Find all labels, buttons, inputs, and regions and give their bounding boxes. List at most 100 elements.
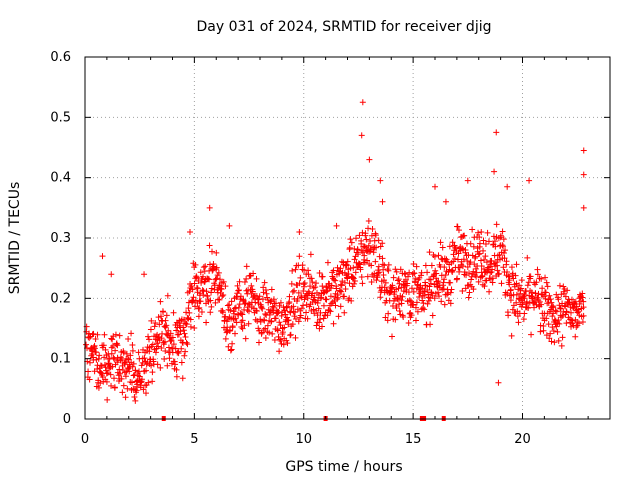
- data-point: [241, 322, 248, 329]
- data-point: [488, 257, 495, 264]
- data-point: [575, 320, 582, 327]
- data-point: [197, 269, 204, 276]
- data-point: [275, 308, 282, 315]
- data-point: [224, 302, 231, 309]
- data-point: [429, 312, 436, 319]
- data-point: [108, 350, 115, 357]
- data-point: [257, 316, 264, 323]
- data-point: [132, 397, 139, 404]
- data-point: [579, 318, 586, 325]
- data-point: [130, 360, 137, 367]
- data-point: [567, 309, 574, 316]
- data-point: [187, 323, 194, 330]
- data-point: [297, 274, 304, 281]
- data-point: [262, 286, 269, 293]
- data-point: [560, 283, 567, 290]
- data-point: [269, 330, 276, 337]
- data-point: [572, 333, 579, 340]
- data-point: [305, 288, 312, 295]
- data-point: [146, 336, 153, 343]
- data-point: [359, 280, 366, 287]
- data-point: [557, 305, 564, 312]
- data-point: [556, 320, 563, 327]
- data-point: [219, 293, 226, 300]
- data-point: [412, 304, 419, 311]
- data-point: [317, 316, 324, 323]
- data-point: [234, 282, 241, 289]
- data-point: [234, 290, 241, 297]
- data-point: [312, 284, 319, 291]
- data-point: [129, 363, 136, 370]
- data-point: [208, 285, 215, 292]
- data-point: [461, 269, 468, 276]
- data-point: [191, 324, 198, 331]
- data-point: [305, 271, 312, 278]
- data-point: [169, 334, 176, 341]
- data-point: [282, 311, 289, 318]
- data-point: [443, 256, 450, 263]
- data-point: [83, 341, 90, 348]
- data-point: [199, 287, 206, 294]
- data-point: [493, 129, 500, 136]
- data-point: [475, 229, 482, 236]
- data-point: [268, 297, 275, 304]
- data-point: [303, 309, 310, 316]
- data-point: [496, 270, 503, 277]
- data-point: [385, 261, 392, 268]
- data-point: [542, 289, 549, 296]
- data-point: [129, 347, 136, 354]
- data-point: [504, 183, 511, 190]
- data-point: [263, 290, 270, 297]
- data-point: [283, 304, 290, 311]
- data-point: [547, 330, 554, 337]
- data-point: [468, 276, 475, 283]
- data-point: [267, 298, 274, 305]
- data-point: [289, 267, 296, 274]
- data-point: [552, 307, 559, 314]
- data-point: [500, 264, 507, 271]
- data-point: [127, 352, 134, 359]
- data-point: [377, 294, 384, 301]
- data-point: [310, 306, 317, 313]
- data-point: [527, 273, 534, 280]
- data-point: [112, 347, 119, 354]
- data-point: [277, 337, 284, 344]
- data-point: [550, 304, 557, 311]
- data-point: [128, 330, 135, 337]
- data-point: [540, 327, 547, 334]
- data-point: [317, 309, 324, 316]
- data-point: [307, 283, 314, 290]
- data-point: [114, 342, 121, 349]
- data-point: [562, 293, 569, 300]
- data-point: [215, 269, 222, 276]
- data-point: [508, 264, 515, 271]
- data-point: [323, 296, 330, 303]
- data-point: [410, 260, 417, 267]
- data-point: [295, 289, 302, 296]
- data-point: [418, 269, 425, 276]
- data-point: [499, 242, 506, 249]
- data-point: [180, 327, 187, 334]
- data-point: [242, 300, 249, 307]
- data-point: [501, 255, 508, 262]
- data-point: [290, 303, 297, 310]
- data-point: [245, 320, 252, 327]
- data-point: [513, 261, 520, 268]
- data-point: [95, 384, 102, 391]
- data-point: [173, 327, 180, 334]
- data-point: [482, 253, 489, 260]
- data-point: [86, 334, 93, 341]
- data-point: [222, 283, 229, 290]
- data-point: [324, 312, 331, 319]
- data-point: [204, 292, 211, 299]
- data-point: [102, 346, 109, 353]
- data-point: [197, 298, 204, 305]
- data-point: [351, 280, 358, 287]
- data-point: [349, 283, 356, 290]
- data-point: [533, 279, 540, 286]
- data-point: [287, 309, 294, 316]
- x-tick-label: 5: [190, 432, 198, 447]
- data-point: [445, 290, 452, 297]
- data-point: [186, 288, 193, 295]
